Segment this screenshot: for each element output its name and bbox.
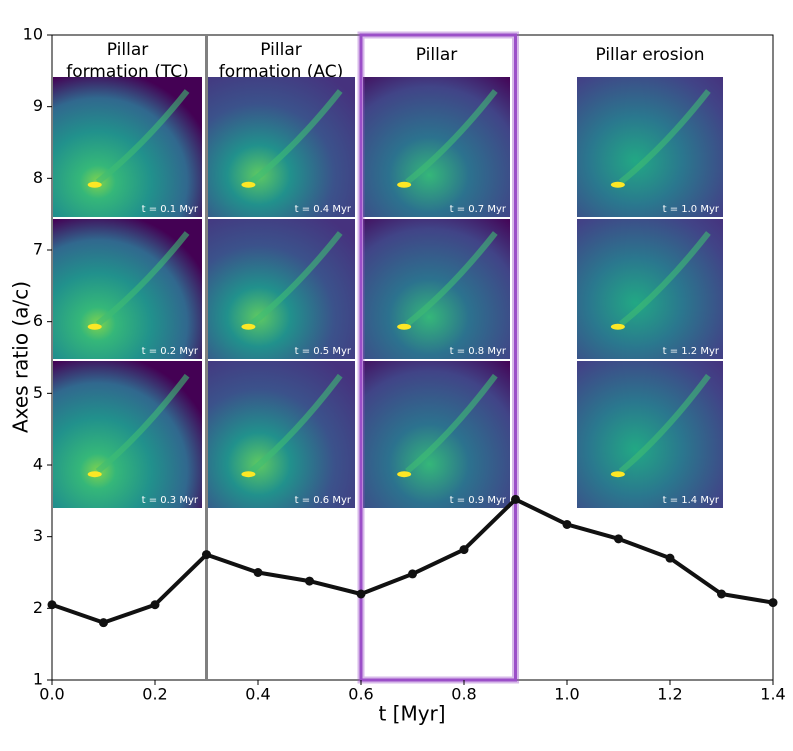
panel-filament <box>405 231 498 327</box>
panel-core <box>241 471 256 478</box>
panel-time: t = 0.3 Myr <box>142 495 199 506</box>
panel-time: t = 0.1 Myr <box>142 204 199 215</box>
data-point <box>356 589 366 599</box>
panel-filament <box>95 231 190 327</box>
panel-core <box>241 323 256 330</box>
panel-time: t = 0.5 Myr <box>295 346 352 357</box>
y-tick-label: 2 <box>33 598 43 617</box>
panel-core <box>87 471 102 478</box>
panel-title: Pillar <box>416 45 457 65</box>
data-point <box>47 600 57 610</box>
highlight-box <box>359 33 517 682</box>
panel-title: Pillar <box>107 40 148 60</box>
data-point <box>614 534 623 544</box>
x-tick-label: 1.0 <box>554 685 579 704</box>
y-axis-label: Axes ratio (a/c) <box>9 281 33 433</box>
data-point <box>511 494 520 504</box>
x-tick-label: 0.8 <box>451 685 476 704</box>
panel-filament <box>249 231 343 327</box>
panel-core <box>397 471 412 478</box>
panel-core <box>87 323 102 330</box>
x-tick-label: 1.4 <box>760 685 785 704</box>
panel-time: t = 1.0 Myr <box>663 204 720 215</box>
data-line <box>51 497 774 625</box>
panel-filament <box>405 89 498 185</box>
panel-filament <box>618 373 711 474</box>
y-tick-label: 5 <box>33 383 43 402</box>
y-tick-label: 3 <box>33 526 43 545</box>
panel-title: Pillar erosion <box>595 45 704 65</box>
data-point <box>562 519 572 529</box>
panel-title: Pillar <box>260 40 301 60</box>
panel-time: t = 0.6 Myr <box>295 495 352 506</box>
panel-filament <box>618 89 711 185</box>
y-tick-label: 1 <box>33 670 43 689</box>
panel-time: t = 0.8 Myr <box>450 346 507 357</box>
data-point <box>253 568 263 577</box>
panel-time: t = 0.7 Myr <box>450 204 507 215</box>
panel-core <box>397 181 412 188</box>
x-tick-label: 0.2 <box>142 685 167 704</box>
y-tick-label: 6 <box>33 311 43 330</box>
panel-time: t = 0.9 Myr <box>450 495 507 506</box>
panel-filament <box>95 89 190 185</box>
panel-filament <box>249 373 343 474</box>
x-tick-label: 0.0 <box>39 685 64 704</box>
x-axis-label: t [Myr] <box>378 702 445 726</box>
panel-core <box>397 323 412 330</box>
panel-time: t = 0.4 Myr <box>295 204 352 215</box>
data-point <box>459 545 469 555</box>
panel-filament <box>405 373 498 474</box>
data-point <box>150 600 160 610</box>
panel-core <box>610 323 625 330</box>
panel-core <box>87 181 102 188</box>
y-tick-label: 7 <box>33 240 43 259</box>
panel-filament <box>249 89 343 185</box>
y-tick-label: 4 <box>33 455 43 474</box>
data-point <box>768 598 778 608</box>
data-point <box>99 618 108 628</box>
y-tick-label: 10 <box>23 25 43 44</box>
y-tick-label: 8 <box>33 168 43 187</box>
data-point <box>717 589 726 599</box>
y-tick-label: 9 <box>33 96 43 115</box>
panel-core <box>610 471 625 478</box>
x-tick-label: 1.2 <box>657 685 682 704</box>
panel-filament <box>618 231 711 327</box>
panel-core <box>610 181 625 188</box>
panel-core <box>241 181 256 188</box>
data-point <box>305 576 314 586</box>
x-tick-label: 0.4 <box>245 685 270 704</box>
panel-filament <box>95 373 190 474</box>
x-tick-label: 0.6 <box>348 685 373 704</box>
panel-time: t = 1.2 Myr <box>663 346 720 357</box>
panel-time: t = 1.4 Myr <box>663 495 720 506</box>
panel-time: t = 0.2 Myr <box>142 346 199 357</box>
data-point <box>408 569 417 579</box>
data-point <box>665 553 675 563</box>
data-point <box>202 550 211 560</box>
